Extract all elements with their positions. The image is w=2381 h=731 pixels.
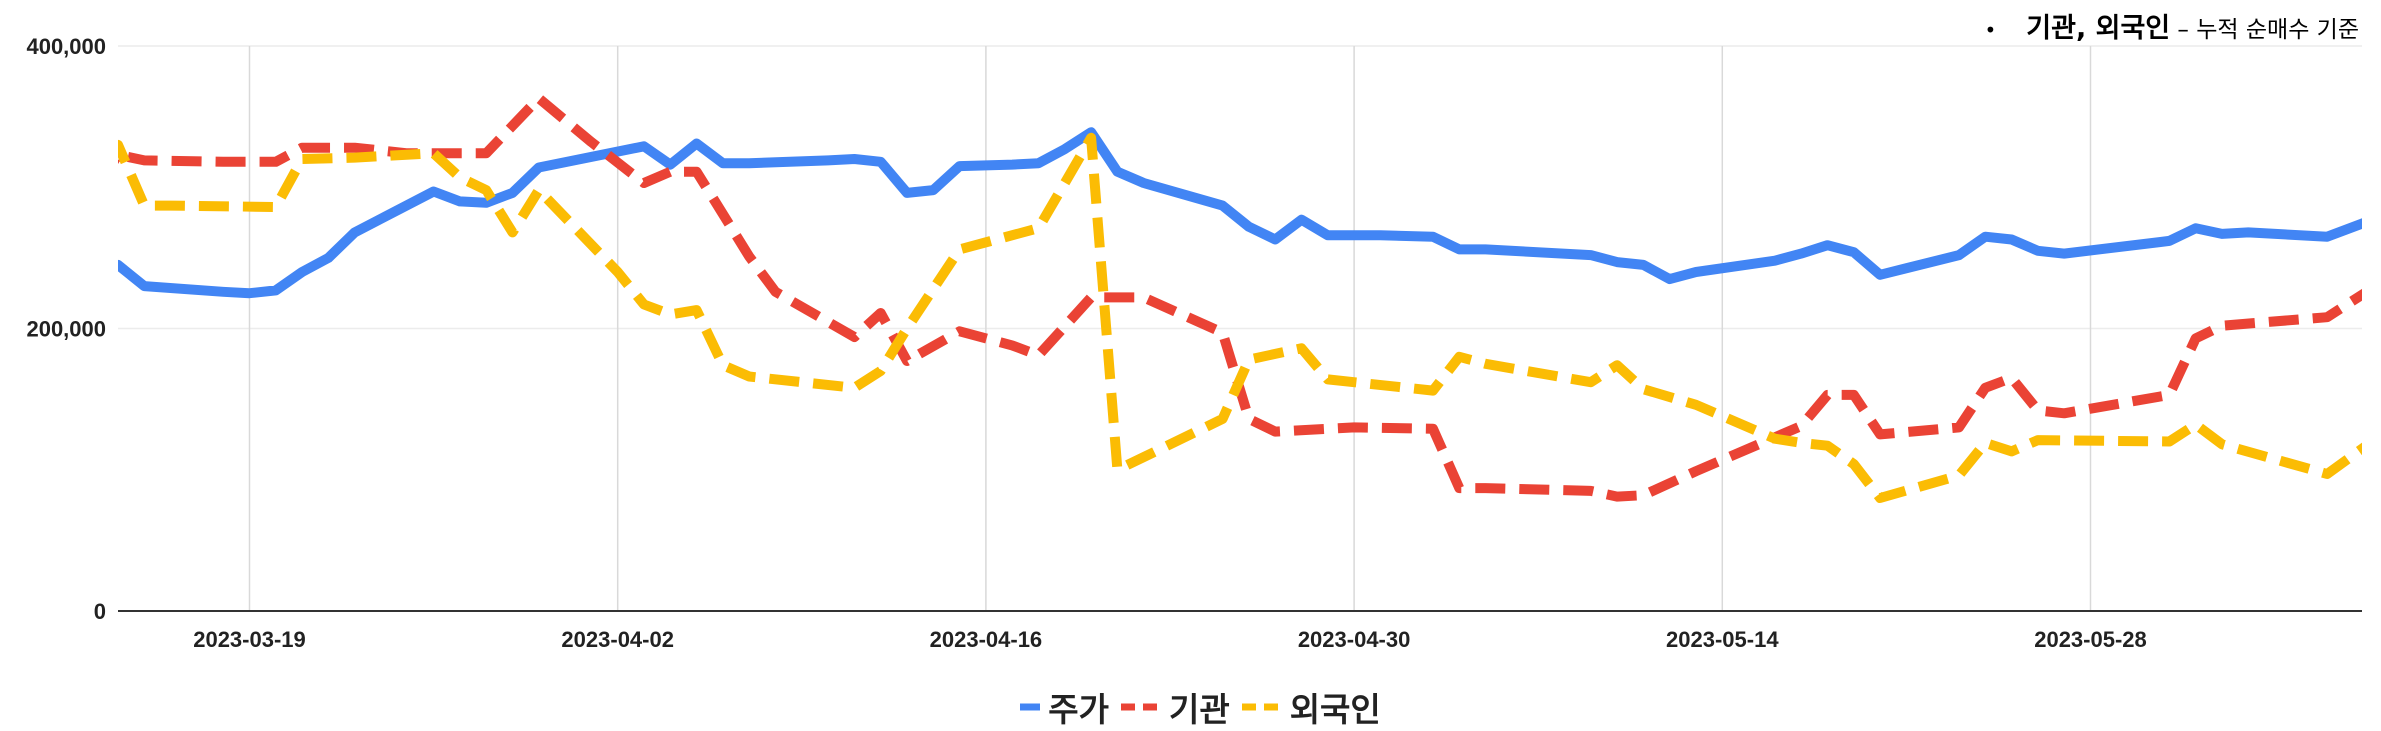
note-bold-text: 기관, 외국인 (2026, 13, 2171, 44)
x-tick-label: 2023-04-16 (930, 627, 1043, 652)
legend-swatch-3 (1241, 703, 1282, 711)
legend-label-3: 외국인 (1289, 690, 1381, 729)
legend-swatch-2 (1120, 703, 1161, 711)
gridlines (118, 45, 2362, 611)
y-tick-label: 200,000 (26, 317, 106, 342)
note-small-text: – 누적 순매수 기준 (2170, 17, 2359, 43)
x-tick-label: 2023-03-19 (193, 627, 306, 652)
series-line-2 (118, 93, 2362, 502)
series-lines (118, 93, 2362, 503)
y-tick-label: 400,000 (26, 34, 106, 59)
x-tick-label: 2023-04-02 (561, 627, 674, 652)
series-line-1 (118, 127, 2362, 299)
legend-swatch-1 (1020, 703, 1041, 711)
legend-item-3: 외국인 (1241, 683, 1381, 731)
x-tick-label: 2023-04-30 (1298, 627, 1411, 652)
axes: 0 200,000 400,000 2023-03-19 2023-04-02 2023-… (26, 34, 2362, 652)
series-line-3 (118, 132, 2362, 503)
legend-item-2: 기관 (1120, 683, 1230, 731)
chart-note: • 기관, 외국인 – 누적 순매수 기준 (1984, 6, 2359, 45)
y-tick-label: 0 (94, 599, 106, 624)
note-bullet: • (1984, 17, 1997, 42)
legend-label-1: 주가 (1048, 690, 1109, 729)
legend-item-1: 주가 (1000, 683, 1109, 731)
x-tick-label: 2023-05-14 (1666, 627, 1779, 652)
x-tick-label: 2023-05-28 (2034, 627, 2147, 652)
chart-legend: 주가 기관 외국인 (0, 682, 2381, 731)
legend-label-2: 기관 (1168, 690, 1230, 729)
